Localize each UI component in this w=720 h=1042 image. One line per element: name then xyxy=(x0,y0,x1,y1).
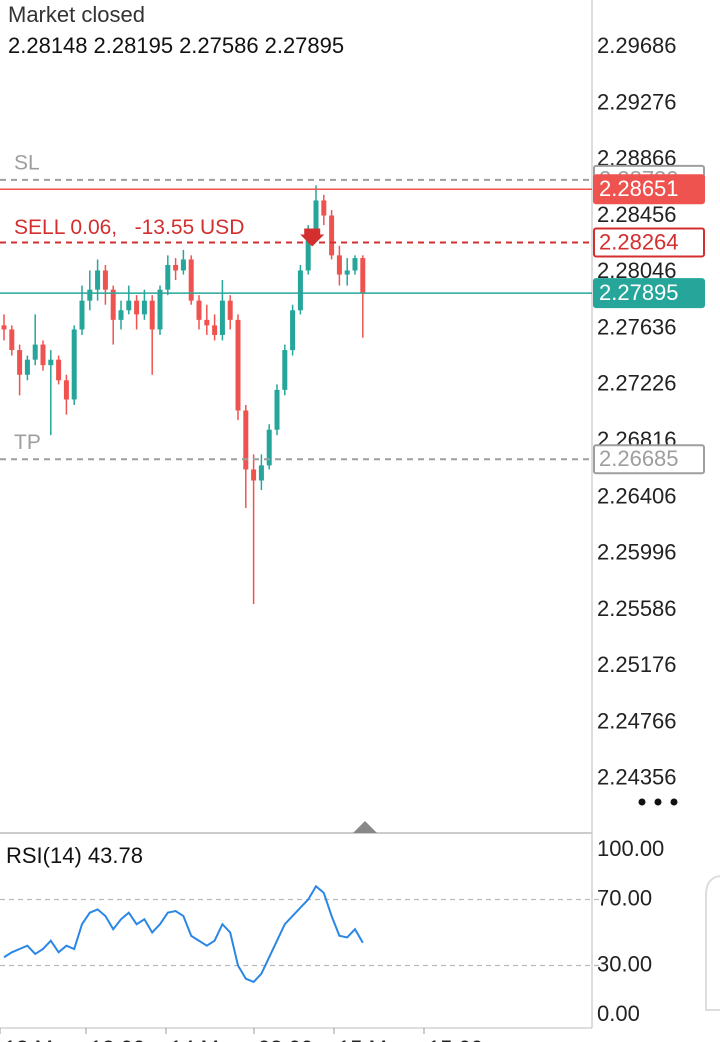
ohlc-value: 2.27895 xyxy=(265,33,345,58)
candle-body xyxy=(352,258,358,271)
candle-body xyxy=(102,270,108,290)
sl-label: SL xyxy=(14,151,40,174)
candle-body xyxy=(297,270,303,311)
candle-body xyxy=(95,270,101,290)
candle-body xyxy=(17,350,23,375)
candle-body xyxy=(141,300,147,315)
candle-body xyxy=(118,310,124,320)
rsi-line xyxy=(3,884,364,984)
bid-box xyxy=(593,174,705,205)
rsi-title: RSI(14) 43.78 xyxy=(6,843,143,868)
candle-body xyxy=(173,264,179,271)
rsi-tick-label: 30.00 xyxy=(597,951,652,976)
sell-marker xyxy=(300,228,325,247)
candle-body xyxy=(110,289,116,320)
dot xyxy=(670,798,678,806)
candle-body xyxy=(344,270,350,275)
candle-body xyxy=(235,319,241,411)
price-tick-label: 2.30096 xyxy=(597,0,677,2)
candle-body xyxy=(243,410,249,470)
price-tick-label: 2.27636 xyxy=(597,314,677,339)
price-tick-label: 2.29276 xyxy=(597,89,677,114)
candle-body xyxy=(274,389,280,430)
candle-body xyxy=(9,329,15,351)
candle-body xyxy=(258,465,264,481)
candle-body xyxy=(219,300,225,335)
time-tick-label: 03:00 xyxy=(258,1036,313,1042)
candle-body xyxy=(180,259,186,271)
time-tick-label: 12:00 xyxy=(90,1036,145,1042)
ohlc-line: 2.28148 2.28195 2.27586 2.27895 xyxy=(8,33,344,58)
candle-body xyxy=(32,344,38,360)
market-status: Market closed xyxy=(8,2,145,27)
price-tick-label: 2.25996 xyxy=(597,540,677,565)
last-value: 2.27895 xyxy=(599,280,679,305)
candle-body xyxy=(149,300,155,330)
position-box xyxy=(593,227,705,258)
tp-label: TP xyxy=(14,431,41,454)
rsi-tick-label: 100.00 xyxy=(597,836,664,861)
price-tick-label: 2.25176 xyxy=(597,652,677,677)
price-tick-label: 2.27226 xyxy=(597,371,677,396)
position-value: 2.28264 xyxy=(599,229,679,254)
candle-body xyxy=(40,344,46,366)
candle-body xyxy=(251,469,257,481)
time-tick-label: 15:00 xyxy=(428,1036,483,1042)
rsi-tick-label: 0.00 xyxy=(597,1001,640,1026)
candle-body xyxy=(266,429,272,466)
candle-body xyxy=(282,350,288,390)
candle-body xyxy=(134,300,140,315)
ohlc-value: 2.27586 xyxy=(179,33,259,58)
price-tick-label: 2.29686 xyxy=(597,33,677,58)
candle-body xyxy=(48,359,54,366)
more-menu[interactable] xyxy=(638,798,678,806)
position-label: SELL 0.06, -13.55 USD xyxy=(14,216,244,239)
bid-value: 2.28651 xyxy=(599,176,679,201)
ohlc-value: 2.28195 xyxy=(94,33,174,58)
tp-value: 2.26685 xyxy=(599,446,679,471)
side-panel-edge xyxy=(705,875,720,1011)
candle-body xyxy=(63,380,69,400)
candle-body xyxy=(165,264,171,290)
candle-body xyxy=(79,300,85,330)
candles xyxy=(1,185,366,605)
rsi-tick-label: 70.00 xyxy=(597,885,652,910)
candle-body xyxy=(56,359,62,381)
candle-body xyxy=(1,325,7,330)
candle-body xyxy=(313,200,319,231)
time-tick-label: 14 M xyxy=(170,1036,219,1042)
price-tick-label: 2.26406 xyxy=(597,483,677,508)
candle-body xyxy=(227,300,233,320)
time-tick-label: 15 M xyxy=(338,1036,387,1042)
candle-body xyxy=(212,325,218,335)
candle-body xyxy=(126,300,132,311)
candle-body xyxy=(336,255,342,275)
pane-resize-handle[interactable] xyxy=(353,821,377,833)
dot xyxy=(654,798,662,806)
candle-body xyxy=(360,258,366,294)
dot xyxy=(638,798,646,806)
price-tick-label: 2.24766 xyxy=(597,708,677,733)
ohlc-value: 2.28148 xyxy=(8,33,88,58)
candle-body xyxy=(188,259,194,301)
tp-box xyxy=(593,444,705,475)
candle-body xyxy=(157,289,163,330)
candle-body xyxy=(204,319,210,326)
time-tick-label: 13 M xyxy=(4,1036,53,1042)
candle-body xyxy=(24,359,30,375)
price-tick-label: 2.25586 xyxy=(597,596,677,621)
price-tick-label: 2.28456 xyxy=(597,202,677,227)
candle-body xyxy=(87,289,93,301)
candle-body xyxy=(321,200,327,216)
candle-body xyxy=(329,215,335,256)
candle-body xyxy=(305,230,311,271)
candle-body xyxy=(290,310,296,351)
candle-body xyxy=(196,300,202,320)
price-tick-label: 2.24356 xyxy=(597,765,677,790)
candle-body xyxy=(71,329,77,400)
last-box xyxy=(593,278,705,309)
